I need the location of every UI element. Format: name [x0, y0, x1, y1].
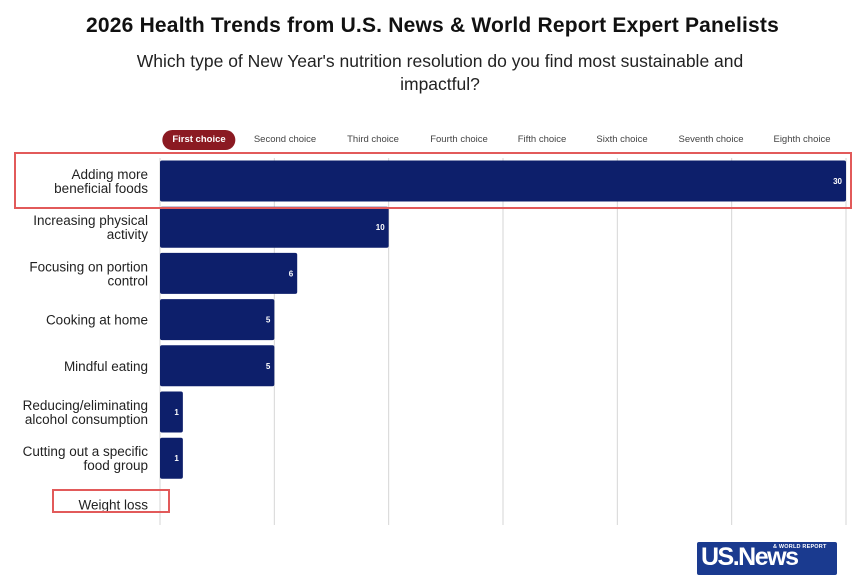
category-label: Mindful eating — [64, 359, 148, 374]
highlight-box-adding-foods — [14, 152, 852, 209]
category-label: Adding more beneficial foods — [54, 167, 148, 196]
category-label: Cutting out a specific food group — [23, 444, 149, 473]
logo-subtext: & WORLD REPORT — [773, 544, 827, 550]
category-label: Cooking at home — [46, 313, 148, 328]
bar-value-label: 10 — [376, 223, 385, 232]
bar[interactable] — [160, 391, 183, 433]
bar[interactable] — [160, 252, 298, 294]
bar[interactable] — [160, 437, 183, 479]
category-label: Reducing/eliminating alcohol consumption — [23, 398, 148, 427]
bar[interactable] — [160, 345, 275, 387]
usnews-logo: US.News & WORLD REPORT — [697, 542, 837, 575]
bar[interactable] — [160, 160, 846, 202]
tab-choice-6[interactable]: Sixth choice — [596, 134, 648, 145]
choice-tabs: First choice Second choice Third choice Fou… — [0, 130, 865, 150]
bar[interactable] — [160, 299, 275, 341]
bar-value-label: 30 — [833, 177, 842, 186]
tab-choice-7[interactable]: Seventh choice — [678, 134, 744, 145]
bar-value-label: 5 — [266, 316, 271, 325]
chart-title: 2026 Health Trends from U.S. News & Worl… — [86, 14, 779, 37]
chart-subtitle: Which type of New Year's nutrition resol… — [136, 51, 744, 94]
bar-value-label: 5 — [266, 362, 271, 371]
category-label: Weight loss — [78, 497, 148, 512]
bar-value-label: 6 — [289, 269, 294, 278]
logo-text: US.News — [701, 543, 799, 571]
bar[interactable] — [160, 206, 389, 248]
tab-choice-2[interactable]: Second choice — [253, 134, 317, 145]
tab-choice-5[interactable]: Fifth choice — [517, 134, 567, 145]
category-label: Increasing physical activity — [33, 213, 148, 242]
highlight-box-weight-loss — [52, 489, 170, 513]
tab-choice-3[interactable]: Third choice — [347, 134, 399, 145]
bar-value-label: 1 — [174, 454, 179, 463]
tab-choice-8[interactable]: Eighth choice — [773, 134, 831, 145]
bar-value-label: 1 — [174, 408, 179, 417]
tab-choice-1[interactable]: First choice — [162, 130, 236, 150]
tab-choice-4[interactable]: Fourth choice — [430, 134, 488, 145]
category-label: Focusing on portion control — [29, 259, 148, 288]
